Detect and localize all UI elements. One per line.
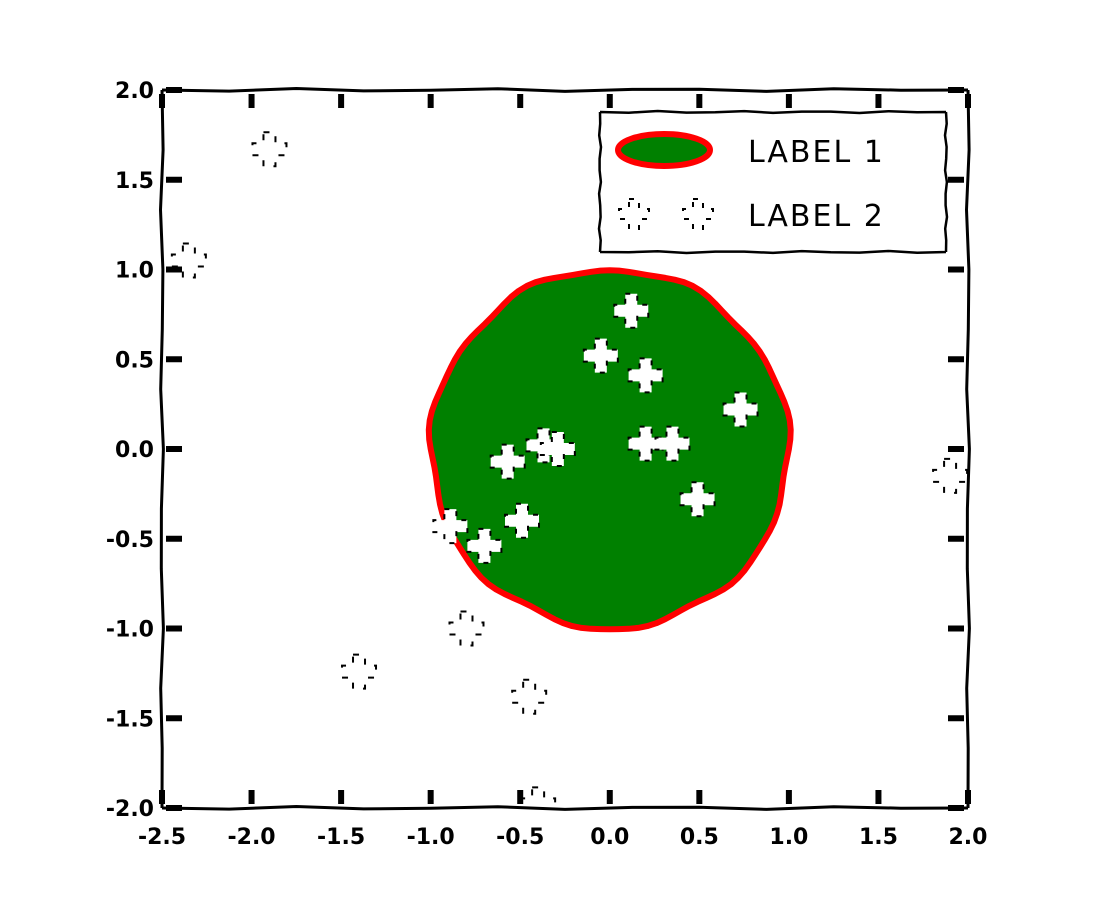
legend-frame [597, 109, 949, 255]
x-tick-top [606, 94, 613, 108]
x-tick-bottom [159, 790, 165, 804]
y-tick-left [166, 805, 182, 811]
y-tick-right [948, 266, 964, 273]
y-tick-label: 1.5 [115, 169, 154, 194]
x-tick-bottom [696, 790, 703, 804]
legend-plus-icon [618, 198, 650, 230]
x-tick-bottom [875, 790, 882, 804]
x-tick-label: 1.5 [859, 825, 898, 850]
scatter-point [511, 678, 548, 715]
scatter-point [539, 431, 576, 467]
x-tick-top [159, 94, 165, 108]
y-tick-right [948, 446, 964, 452]
scatter-point [932, 457, 968, 494]
scatter-point [489, 443, 526, 480]
y-tick-left [166, 356, 182, 363]
y-tick-right [948, 805, 964, 811]
scatter-point [520, 786, 557, 808]
axis-spine-top [161, 86, 969, 93]
x-tick-label: 0.5 [680, 825, 719, 850]
y-tick-label: 2.0 [115, 79, 154, 104]
x-tick-bottom [248, 790, 255, 804]
x-tick-label: 0.0 [590, 825, 629, 850]
scatter-point [679, 481, 716, 518]
x-tick-bottom [338, 790, 345, 804]
y-tick-label: -1.5 [106, 707, 154, 732]
x-tick-top [517, 94, 524, 108]
x-tick-top [785, 94, 792, 108]
x-tick-label: -1.5 [317, 825, 365, 850]
x-tick-bottom [427, 790, 434, 804]
axis-spine-right [964, 89, 971, 809]
scatter-point [627, 425, 664, 462]
scatter-point [466, 527, 503, 564]
y-tick-left [166, 446, 182, 452]
x-tick-label: -0.5 [496, 825, 544, 850]
y-tick-left [166, 625, 182, 632]
y-tick-right [948, 715, 964, 722]
legend-ellipse-icon [615, 131, 713, 169]
axes-layer: -2.5 -2.0 -1.5 -1.0 -0.5 0.0 0.5 1.0 1.5 2.0 -2.0 -… [106, 79, 988, 850]
scatter-point [504, 502, 541, 539]
scatter-point [341, 653, 378, 690]
x-tick-label: -2.0 [228, 825, 276, 850]
legend-plus-icon [682, 198, 714, 230]
x-tick-top [965, 94, 971, 108]
x-tick-bottom [785, 790, 792, 804]
y-tick-label: 0.5 [115, 348, 154, 373]
y-tick-left [166, 715, 182, 722]
y-tick-label: -0.5 [106, 528, 154, 553]
x-tick-top [696, 94, 703, 108]
circle-patch [425, 267, 794, 633]
x-tick-label: 1.0 [769, 825, 808, 850]
x-tick-label: -1.0 [407, 825, 455, 850]
y-tick-label: 1.0 [115, 259, 154, 284]
y-tick-label: -1.0 [106, 618, 154, 643]
x-tick-top [875, 94, 882, 108]
scatter-point [582, 337, 619, 374]
y-tick-right [948, 625, 964, 632]
axis-spine-left [158, 89, 165, 809]
y-tick-right [948, 87, 964, 93]
y-tick-label: -2.0 [106, 797, 154, 822]
y-tick-left [166, 266, 182, 273]
legend-label-2: LABEL 2 [748, 199, 885, 234]
scatter-point [432, 508, 469, 545]
y-tick-right [948, 356, 964, 363]
x-tick-label: 2.0 [949, 825, 988, 850]
circle-layer [425, 267, 794, 633]
x-tick-bottom [606, 790, 613, 804]
x-tick-bottom [517, 790, 524, 804]
legend: LABEL 1 LABEL 2 [597, 109, 949, 255]
x-tick-bottom [965, 790, 971, 804]
legend-label-1: LABEL 1 [748, 135, 885, 170]
y-tick-left [166, 535, 182, 542]
scatter-point [654, 425, 691, 462]
y-tick-left [166, 87, 182, 93]
scatter-point [613, 292, 650, 329]
scatter-point [170, 242, 207, 279]
x-tick-label: -2.5 [138, 825, 186, 850]
x-tick-top [248, 94, 255, 108]
scatter-point [251, 131, 288, 168]
scatter-point [722, 391, 759, 428]
y-tick-right [948, 176, 964, 183]
scatter-point [448, 610, 485, 647]
scatter-point [627, 357, 664, 394]
y-tick-label: 0.0 [115, 438, 154, 463]
y-tick-left [166, 176, 182, 183]
axis-spine-bottom [161, 804, 969, 811]
x-tick-top [338, 94, 345, 108]
x-tick-top [427, 94, 434, 108]
y-tick-right [948, 535, 964, 542]
